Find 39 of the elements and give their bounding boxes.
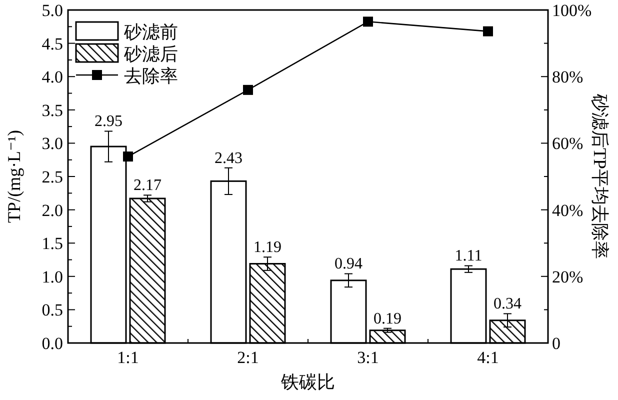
y-tick-label: 4.0 <box>42 68 63 87</box>
data-label: 2.95 <box>94 113 122 130</box>
y-tick-label: 1.0 <box>42 267 63 286</box>
y-tick-label: 3.5 <box>42 100 63 120</box>
data-label: 2.17 <box>134 177 162 194</box>
point <box>363 16 373 27</box>
y2-tick-label: 20% <box>552 267 584 286</box>
data-label: 0.94 <box>334 256 362 273</box>
y2-tick-label: 80% <box>552 68 584 87</box>
y-tick-label: 0.5 <box>42 300 63 320</box>
x-tick-label: 3:1 <box>357 348 379 367</box>
legend-label: 去除率 <box>124 66 178 86</box>
point <box>243 84 253 95</box>
y-tick-label: 0.0 <box>42 334 63 353</box>
y2-tick-label: 100% <box>552 1 592 20</box>
y-tick-label: 2.0 <box>42 200 63 220</box>
x-tick-label: 4:1 <box>477 348 499 367</box>
y2-tick-label: 0 <box>552 334 560 353</box>
point <box>123 152 133 162</box>
data-label: 1.11 <box>454 248 482 265</box>
x-tick-label: 1:1 <box>117 348 139 367</box>
point <box>483 26 493 36</box>
x-tick-label: 2:1 <box>237 348 259 367</box>
y-tick-label: 3.0 <box>42 134 63 154</box>
legend-label: 砂滤前 <box>123 22 178 42</box>
data-label: 1.19 <box>254 239 282 256</box>
y-tick-label: 4.5 <box>42 34 63 54</box>
data-label: 0.19 <box>374 310 402 328</box>
x-axis-title: 铁碳比 <box>280 372 335 392</box>
y2-axis-title: 砂滤后TP平均去除率 <box>590 92 610 260</box>
y2-tick-label: 40% <box>552 200 584 220</box>
y-axis-title: TP/(mg·L⁻¹) <box>4 130 24 223</box>
y2-tick-label: 60% <box>552 134 584 154</box>
y-tick-label: 2.5 <box>42 168 63 186</box>
y-tick-label: 5.0 <box>42 1 63 20</box>
y-tick-label: 1.5 <box>42 234 63 254</box>
data-label: 2.43 <box>214 150 242 167</box>
data-label: 0.34 <box>494 296 522 313</box>
legend-label: 砂滤后 <box>123 44 178 64</box>
